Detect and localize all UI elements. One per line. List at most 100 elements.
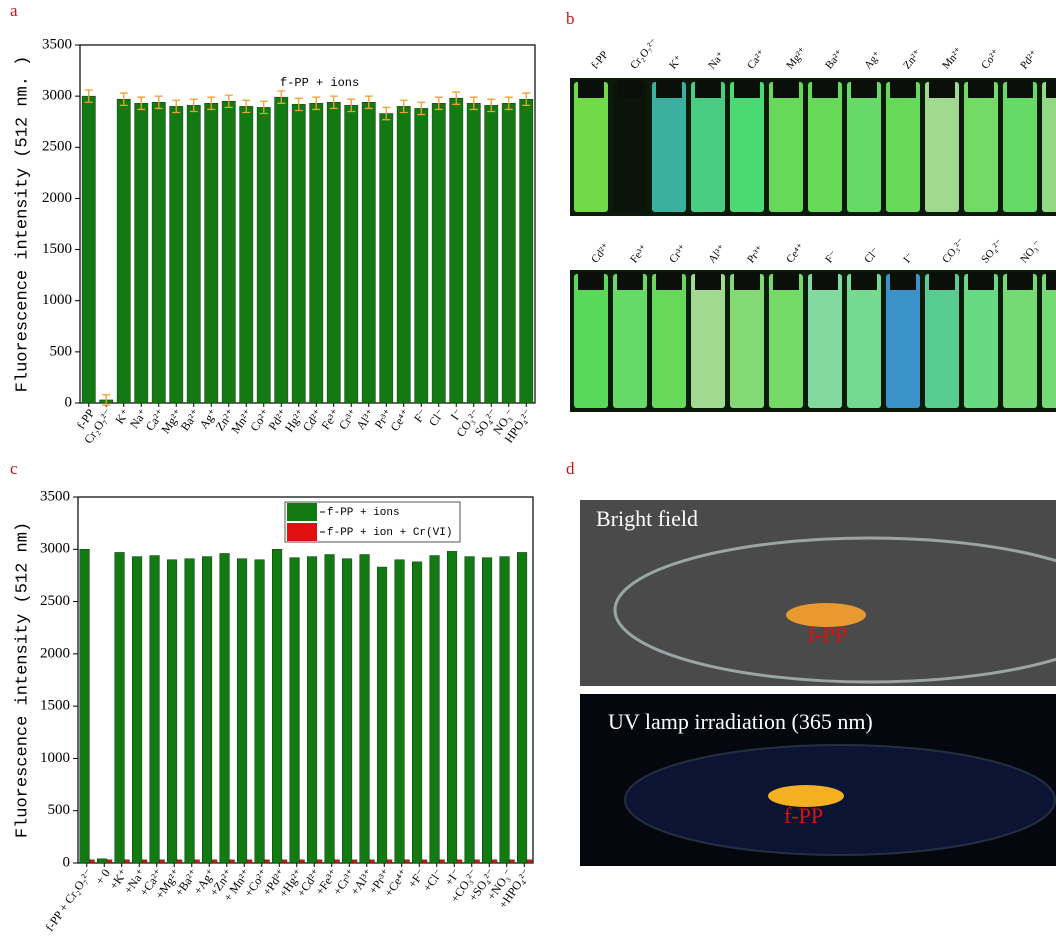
vial-cap <box>890 272 916 290</box>
vial-label: Zn²⁺ <box>901 47 924 71</box>
bar <box>219 553 230 864</box>
y-tick-label: 3000 <box>40 541 70 557</box>
y-tick-label: 0 <box>65 394 73 410</box>
legend-swatch <box>287 503 317 521</box>
bar <box>134 103 149 404</box>
y-tick-label: 3500 <box>40 488 70 504</box>
bar <box>211 859 218 864</box>
error-bar <box>487 98 496 113</box>
vial <box>925 274 959 408</box>
bar <box>79 549 90 864</box>
panel-label: d <box>566 459 575 478</box>
vial-label: Mg²⁺ <box>784 45 809 72</box>
vial-cap <box>1046 272 1056 290</box>
error-bar <box>347 98 356 113</box>
bar <box>447 551 458 864</box>
vial-label: Ag⁺ <box>862 49 884 72</box>
vial-label: NO₃⁻ <box>1018 238 1044 265</box>
error-bar <box>522 92 531 106</box>
bar <box>526 859 533 864</box>
bar <box>484 105 499 404</box>
y-tick-label: 3500 <box>42 36 72 52</box>
vial-cap <box>890 80 916 98</box>
bar <box>106 859 113 864</box>
error-bar <box>172 99 181 114</box>
bar <box>396 106 411 404</box>
panel-label: a <box>10 1 18 20</box>
bar <box>159 859 165 864</box>
caption: Bright field <box>596 506 698 531</box>
vial-cap <box>695 272 721 290</box>
vial <box>691 274 725 408</box>
vial-cap <box>695 80 721 98</box>
vial-cap <box>851 80 877 98</box>
bar <box>97 858 108 864</box>
vial-cap <box>851 272 877 290</box>
bar <box>151 102 166 404</box>
bar <box>202 556 213 864</box>
y-tick-label: 2500 <box>42 139 72 155</box>
vial-label: F⁻ <box>823 249 840 266</box>
sample <box>768 785 844 807</box>
bar <box>351 859 358 864</box>
vial-label: Al³⁺ <box>706 242 728 265</box>
bar <box>456 859 463 864</box>
vial-cap <box>773 272 799 290</box>
bar <box>81 95 96 404</box>
bar <box>324 554 335 864</box>
vial <box>652 82 686 212</box>
vial <box>886 82 920 212</box>
bar <box>114 552 125 864</box>
vial-label: Na⁺ <box>706 49 727 71</box>
error-bar <box>504 96 513 111</box>
bar <box>344 105 359 404</box>
error-bar <box>224 94 233 109</box>
bar <box>386 859 393 864</box>
annotation: f-PP + ions <box>280 76 359 90</box>
error-bar <box>469 96 478 111</box>
vial <box>613 82 647 212</box>
bar <box>116 98 131 404</box>
bar <box>237 558 248 864</box>
vial <box>808 274 842 408</box>
bar <box>359 554 370 864</box>
y-axis-label: Fluorescence intensity (512 nm. ) <box>13 56 32 393</box>
bar <box>89 859 95 864</box>
bar <box>184 558 195 864</box>
vial-label: f-PP <box>589 49 611 72</box>
y-tick-label: 500 <box>48 802 71 818</box>
vial-label: Cr³⁺ <box>667 242 689 265</box>
bar <box>141 859 148 864</box>
error-bar <box>137 96 146 111</box>
bar <box>449 97 464 404</box>
bar <box>176 859 183 864</box>
vial-cap <box>1007 80 1033 98</box>
y-tick-label: 0 <box>63 854 71 870</box>
vial <box>964 274 998 408</box>
legend-swatch <box>287 523 317 541</box>
error-bar <box>277 90 286 104</box>
bar <box>517 552 528 864</box>
vial-cap <box>578 272 604 290</box>
bar <box>316 859 323 864</box>
legend-entry: f-PP + ions <box>327 507 400 519</box>
vial-label: CO₃²⁻ <box>940 236 967 265</box>
vial <box>730 82 764 212</box>
error-bar <box>417 101 426 116</box>
plot-frame <box>77 496 534 864</box>
vial <box>574 82 608 212</box>
error-bar <box>84 89 93 103</box>
bar <box>299 859 305 864</box>
bar <box>272 549 283 864</box>
vial-cap <box>1007 272 1033 290</box>
y-tick-label: 2000 <box>42 190 72 206</box>
vial <box>1003 274 1037 408</box>
y-tick-label: 3000 <box>42 88 72 104</box>
vial <box>808 82 842 212</box>
error-bar <box>154 95 163 110</box>
bar <box>369 859 375 864</box>
vial-cap <box>773 80 799 98</box>
bar <box>342 558 353 864</box>
vial <box>1003 82 1037 212</box>
